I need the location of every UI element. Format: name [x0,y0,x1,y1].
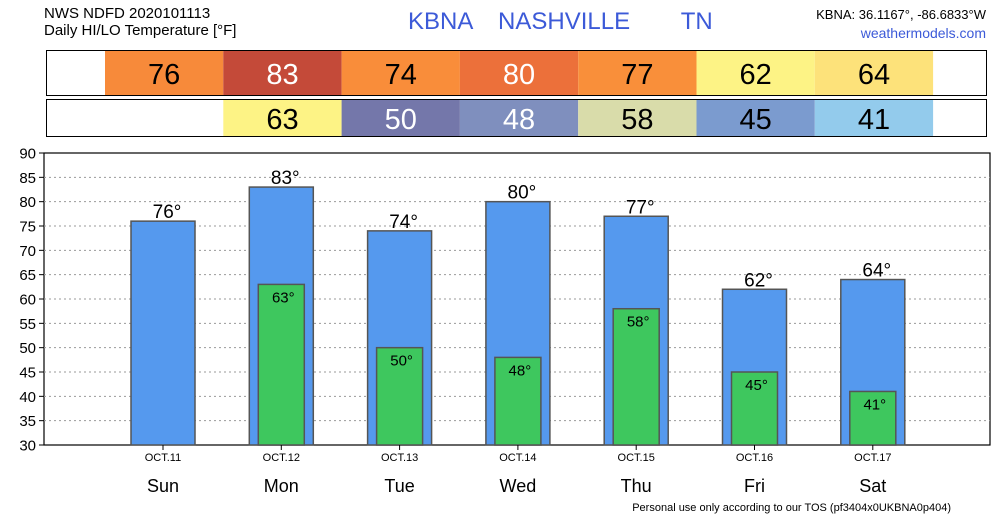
high-strip-value: 74 [385,59,417,91]
x-date-label: OCT.11 [145,452,181,464]
x-day-label: Tue [384,476,414,496]
y-tick-label: 65 [19,267,36,284]
y-tick-label: 70 [19,243,36,260]
x-date-label: OCT.15 [618,452,655,464]
low-strip-value: 63 [266,104,298,136]
low-strip-cell [223,100,342,136]
x-date-label: OCT.14 [499,452,536,464]
low-temp-label: 63° [272,289,295,306]
low-temp-label: 50° [390,353,413,370]
y-tick-label: 90 [19,146,36,163]
high-temp-bar [130,220,196,446]
high-strip-cell [578,51,697,95]
low-strip-value: 41 [858,104,890,136]
low-strip-cell [459,100,579,136]
high-strip-cell [105,51,224,95]
low-strip-cell [578,100,697,136]
x-day-label: Mon [264,476,299,496]
high-temp-label: 83° [271,168,300,189]
product-label: NWS NDFD 2020101113 [44,5,211,22]
y-tick-label: 60 [19,292,36,309]
high-strip-value: 83 [266,59,298,91]
low-strip-value: 45 [740,104,772,136]
station-code: KBNA [408,8,474,35]
high-temp-label: 62° [744,270,773,291]
low-temp-bar [612,307,660,446]
x-date-label: OCT.13 [381,452,418,464]
high-strip-cell [341,51,460,95]
y-tick-label: 85 [19,170,36,187]
x-date-label: OCT.12 [263,452,300,464]
y-tick-label: 35 [19,413,36,430]
low-temp-label: 58° [627,314,650,331]
high-strip-cell [223,51,342,95]
high-strip-cell [459,51,579,95]
y-tick-label: 30 [19,438,36,455]
low-temp-label: 48° [509,362,532,379]
chart-header-left: NWS NDFD 2020101113 Daily HI/LO Temperat… [44,5,236,39]
low-strip-cell [814,100,934,136]
high-temp-label: 74° [389,212,418,233]
high-strip-value: 64 [858,59,890,91]
y-tick-label: 80 [19,194,36,211]
state-code: TN [680,8,713,35]
station-title: KBNA NASHVILLE TN [408,8,713,36]
low-strip-value: 58 [621,104,653,136]
x-date-label: OCT.16 [736,452,773,464]
high-strip-cell [814,51,934,95]
low-strip-cell [696,100,815,136]
high-strip-value: 62 [740,59,772,91]
low-temp-bar [730,371,779,446]
y-tick-label: 55 [19,316,36,333]
y-tick-label: 50 [19,340,36,357]
high-temp-label: 77° [626,197,655,218]
x-day-label: Sat [859,476,886,496]
x-day-label: Fri [744,476,765,496]
low-temp-label: 41° [863,396,886,413]
x-day-label: Sun [147,476,179,496]
low-temp-bar [494,356,542,446]
city-name: NASHVILLE [498,8,631,35]
high-strip-value: 80 [503,59,535,91]
low-strip-value: 48 [503,104,535,136]
chart-subtitle: Daily HI/LO Temperature [°F] [44,22,237,39]
x-day-label: Thu [621,476,652,496]
x-day-label: Wed [500,476,537,496]
high-temp-label: 76° [153,202,182,223]
website-link[interactable]: weathermodels.com [860,25,986,41]
high-temp-label: 64° [862,261,891,282]
y-tick-label: 75 [19,219,36,236]
low-temp-bar [257,283,306,446]
y-tick-label: 45 [19,365,36,382]
high-strip-value: 76 [148,59,180,91]
high-strip-value: 77 [621,59,653,91]
low-temp-bar [849,390,897,446]
footer-disclaimer: Personal use only according to our TOS (… [632,502,951,514]
high-strip-cell [696,51,815,95]
x-date-label: OCT.17 [854,452,891,464]
y-tick-label: 40 [19,389,36,406]
high-temp-label: 80° [508,183,537,204]
coordinates: KBNA: 36.1167°, -86.6833°W [816,7,986,22]
low-temp-label: 45° [745,377,768,394]
low-strip-value: 50 [385,104,417,136]
chart-header-right: KBNA: 36.1167°, -86.6833°W weathermodels… [816,5,986,43]
low-strip-cell [341,100,460,136]
